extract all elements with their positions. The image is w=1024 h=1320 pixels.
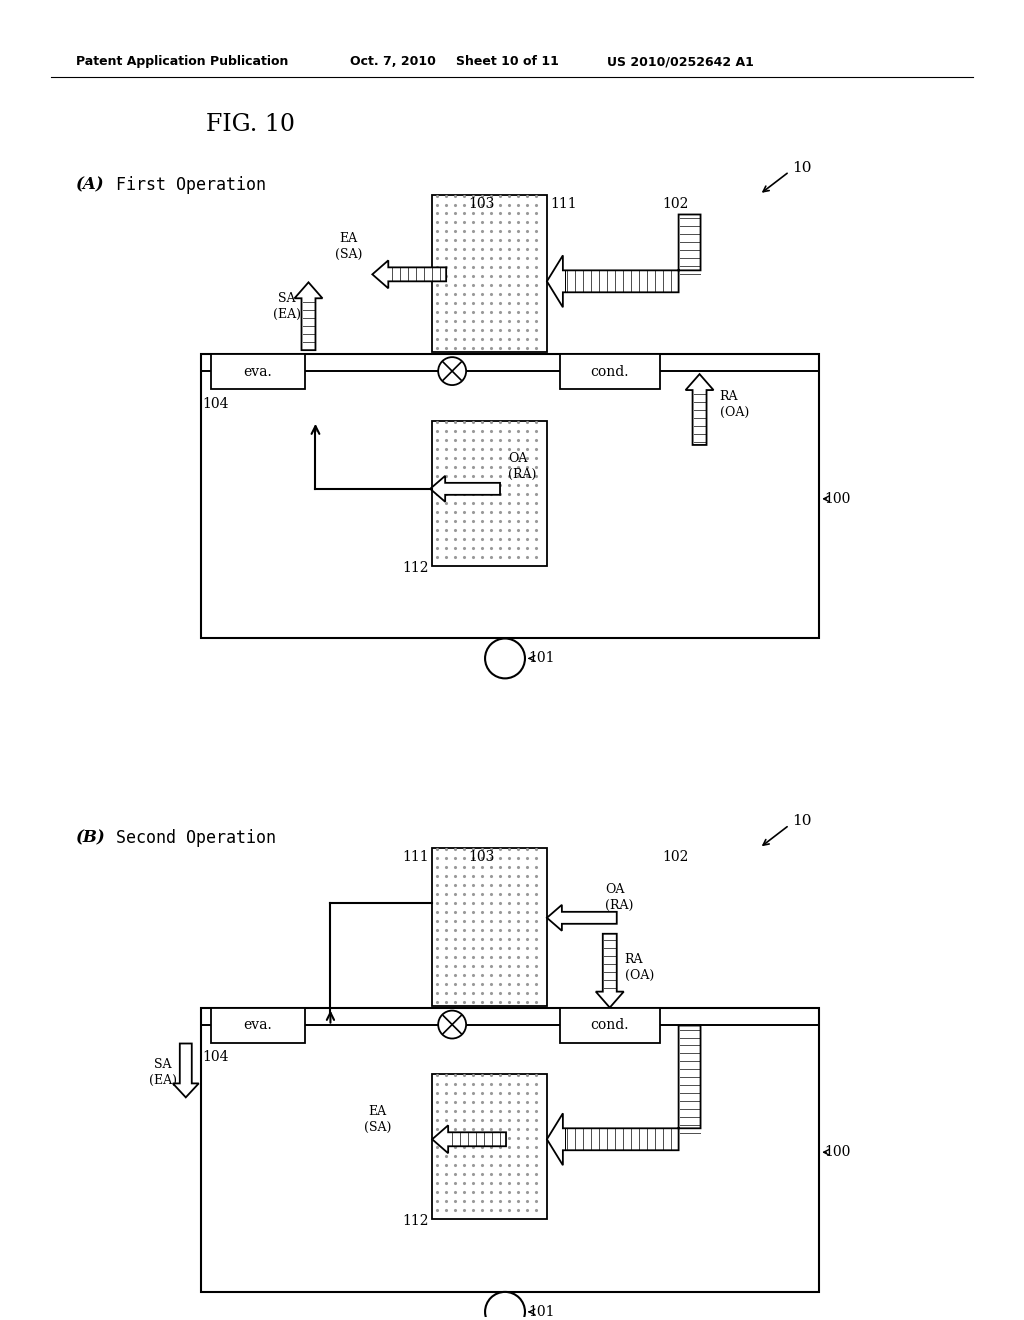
Text: eva.: eva. [244, 1018, 272, 1032]
Bar [432, 1074, 547, 1220]
Text: 100: 100 [824, 492, 851, 506]
Bar [211, 354, 305, 389]
Circle shape [485, 1292, 525, 1320]
Bar [432, 847, 547, 1006]
Polygon shape [686, 374, 714, 445]
Text: FIG. 10: FIG. 10 [206, 114, 295, 136]
Text: cond.: cond. [591, 1018, 629, 1032]
Bar [432, 194, 547, 352]
Text: OA
(RA): OA (RA) [605, 883, 633, 912]
Text: 10: 10 [793, 161, 812, 174]
Text: OA
(RA): OA (RA) [508, 453, 537, 482]
Polygon shape [373, 260, 446, 288]
Text: RA
(OA): RA (OA) [625, 953, 654, 982]
Text: (B): (B) [76, 829, 105, 846]
Text: (A): (A) [76, 176, 104, 193]
Text: RA
(OA): RA (OA) [720, 389, 749, 418]
Text: EA
(SA): EA (SA) [335, 232, 362, 261]
Text: 104: 104 [203, 397, 229, 411]
Text: 10: 10 [793, 814, 812, 828]
Text: 103: 103 [468, 850, 495, 865]
Text: First Operation: First Operation [116, 176, 266, 194]
Text: Patent Application Publication: Patent Application Publication [76, 55, 289, 69]
Circle shape [485, 639, 525, 678]
Text: 102: 102 [663, 850, 689, 865]
Bar [211, 1007, 305, 1043]
Text: 111: 111 [402, 850, 429, 865]
Circle shape [438, 358, 466, 385]
Polygon shape [547, 1026, 700, 1166]
Text: 102: 102 [663, 197, 689, 210]
Bar [432, 421, 547, 566]
Polygon shape [547, 214, 700, 308]
Circle shape [438, 1011, 466, 1039]
Bar [201, 1007, 819, 1292]
Bar [560, 354, 659, 389]
Text: SA
(EA): SA (EA) [148, 1057, 177, 1086]
Text: 112: 112 [402, 561, 429, 574]
Text: 101: 101 [528, 652, 554, 665]
Text: SA
(EA): SA (EA) [272, 292, 300, 321]
Text: Sheet 10 of 11: Sheet 10 of 11 [456, 55, 559, 69]
Text: Second Operation: Second Operation [116, 829, 275, 847]
Text: 101: 101 [528, 1305, 554, 1319]
Text: 111: 111 [550, 197, 577, 210]
Text: 103: 103 [468, 197, 495, 210]
Polygon shape [173, 1044, 199, 1097]
Text: 100: 100 [824, 1146, 851, 1159]
Text: EA
(SA): EA (SA) [364, 1105, 391, 1134]
Text: eva.: eva. [244, 364, 272, 379]
Polygon shape [430, 477, 500, 502]
Polygon shape [432, 1126, 506, 1154]
Text: 112: 112 [402, 1214, 429, 1228]
Polygon shape [596, 933, 624, 1007]
Text: 104: 104 [203, 1051, 229, 1064]
Polygon shape [547, 904, 616, 931]
Text: US 2010/0252642 A1: US 2010/0252642 A1 [607, 55, 754, 69]
Bar [201, 354, 819, 639]
Bar [560, 1007, 659, 1043]
Text: cond.: cond. [591, 364, 629, 379]
Polygon shape [295, 282, 323, 350]
Text: Oct. 7, 2010: Oct. 7, 2010 [350, 55, 436, 69]
